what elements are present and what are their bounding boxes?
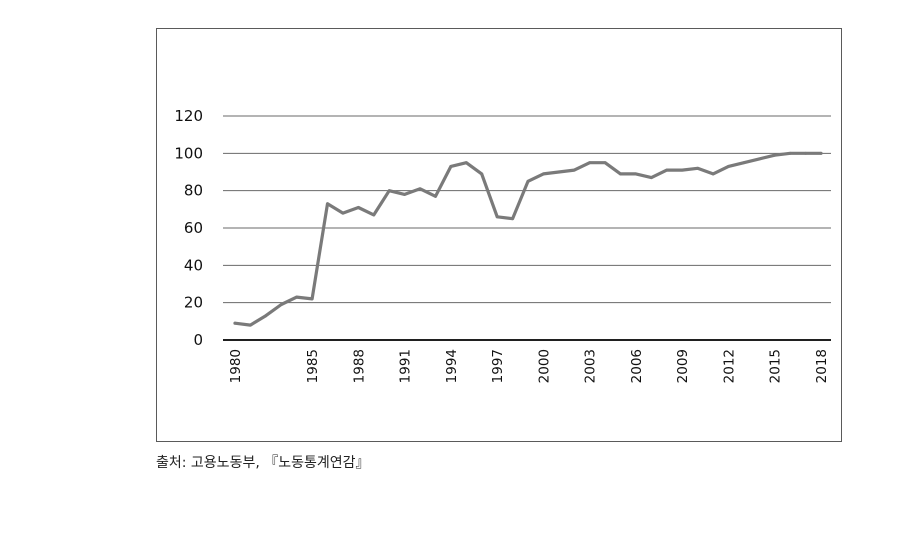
data-point [804,151,807,155]
x-tick-label: 1997 [490,349,506,383]
data-point [233,321,237,325]
data-point [680,168,684,172]
data-point [526,179,530,183]
data-point [588,161,592,165]
x-tick-label: 1988 [351,349,367,383]
data-point [418,187,422,191]
data-point [403,193,407,196]
data-point [310,297,314,301]
data-point [773,153,777,157]
x-tick-label: 2003 [583,349,599,383]
series-line [233,151,823,327]
data-point [356,206,360,209]
data-point [634,172,638,176]
y-tick-label: 40 [184,256,203,274]
y-tick-label: 60 [184,219,203,237]
y-axis-ticks: 0 20 40 60 80 100 120 [174,107,203,349]
x-tick-label: 2009 [675,349,691,383]
x-tick-label: 2006 [629,349,645,383]
data-point [665,168,669,172]
x-tick-label: 1980 [228,349,244,383]
x-tick-label: 2015 [768,349,784,383]
x-tick-label: 1991 [398,349,414,383]
x-tick-label: 2000 [536,349,552,383]
data-point [295,295,299,299]
data-point [511,217,514,221]
source-note: 출처: 고용노동부, 『노동통계연감』 [156,455,370,471]
data-point [464,161,468,165]
data-point [711,172,715,176]
y-tick-label: 0 [193,331,203,349]
data-point [480,172,484,176]
data-point [542,172,545,176]
line-chart: 0 20 40 60 80 100 120 1980 1985 1988 1991 1994 1997… [174,107,831,383]
data-point [341,211,345,215]
y-tick-label: 120 [174,107,203,125]
x-tick-label: 2018 [814,349,830,383]
data-point [449,165,453,168]
x-tick-label: 1985 [305,349,321,383]
data-point [557,170,561,174]
data-point [742,161,746,165]
y-tick-label: 20 [184,294,203,312]
gridlines [223,115,831,341]
data-point [387,189,391,193]
data-point [434,194,437,198]
data-point [572,168,576,172]
data-point [326,202,329,206]
data-point [279,303,283,306]
x-tick-label: 1994 [444,349,460,383]
data-point [757,157,761,161]
data-point [264,314,268,318]
data-point [819,151,823,155]
data-point [603,161,607,165]
data-point [788,151,792,155]
y-tick-label: 80 [184,182,203,200]
x-tick-label: 2012 [721,349,737,383]
data-point [249,323,252,327]
series-layer [233,151,823,327]
data-point [495,215,499,219]
x-axis-ticks: 1980 1985 1988 1991 1994 1997 2000 2003 2006 2009… [228,349,830,383]
data-point [696,166,700,170]
data-point [727,165,730,168]
data-point [372,213,376,217]
chart-frame: 0 20 40 60 80 100 120 1980 1985 1988 1991 1994 1997… [156,28,842,442]
data-point [649,176,653,180]
data-point [619,172,622,176]
y-tick-label: 100 [174,144,203,162]
